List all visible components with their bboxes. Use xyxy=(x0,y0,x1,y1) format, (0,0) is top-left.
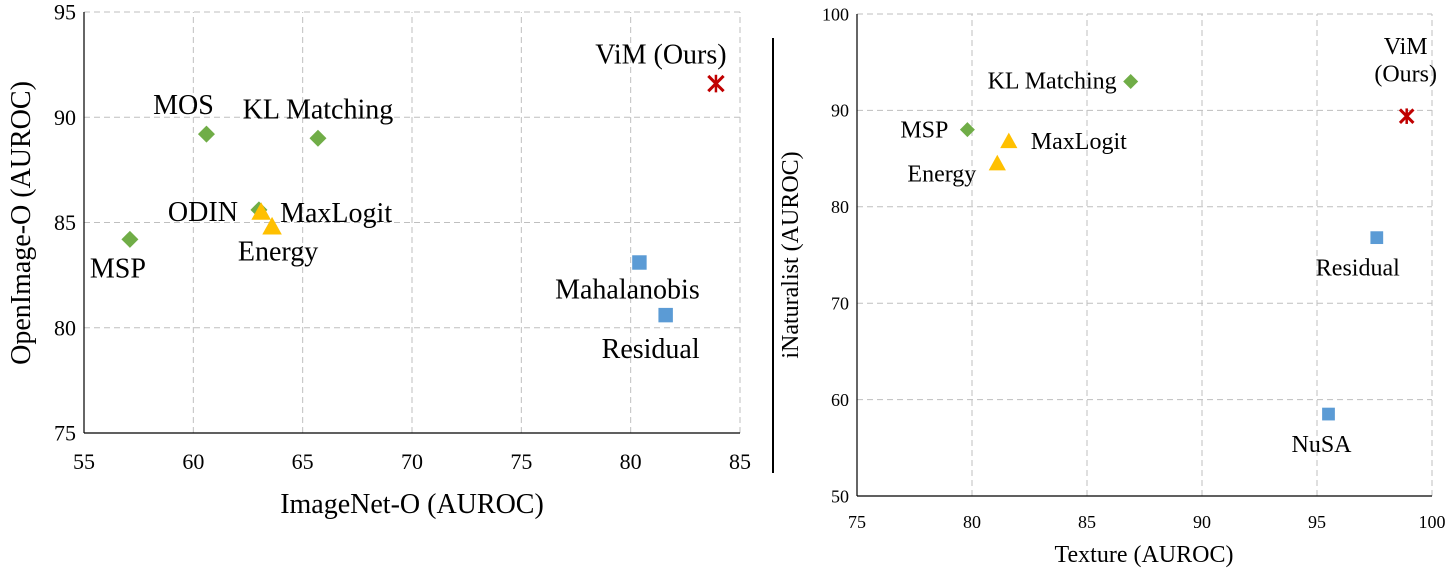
l-label-odin: ODIN xyxy=(168,197,238,228)
r-x-tick-80: 80 xyxy=(963,512,981,532)
l-y-tick-95: 95 xyxy=(54,0,76,25)
left-chart: 75 80 85 90 95 55 60 65 70 75 80 85 MSP MOS KL Match… xyxy=(6,0,751,520)
right-y-tick-labels: 50 60 70 80 90 100 xyxy=(822,4,849,506)
right-point-labels: KL Matching MSP MaxLogit Energy ViM (Ours) Res… xyxy=(900,34,1437,458)
l-y-tick-85: 85 xyxy=(54,210,76,235)
r-x-tick-90: 90 xyxy=(1193,512,1211,532)
r-point-kl-matching xyxy=(1123,73,1139,89)
l-y-tick-90: 90 xyxy=(54,105,76,130)
left-points xyxy=(121,74,725,323)
l-label-kl-matching: KL Matching xyxy=(243,94,394,125)
left-y-axis-title: OpenImage-O (AUROC) xyxy=(6,81,37,365)
l-point-energy xyxy=(262,216,282,235)
l-label-mos: MOS xyxy=(153,90,214,121)
l-label-energy: Energy xyxy=(238,237,318,268)
right-chart: 50 60 70 80 90 100 75 80 85 90 95 100 KL Matching M… xyxy=(778,4,1445,568)
l-point-mos xyxy=(197,125,215,143)
r-label-msp: MSP xyxy=(900,118,948,144)
r-x-tick-100: 100 xyxy=(1419,512,1445,532)
l-label-msp: MSP xyxy=(90,253,146,284)
r-label-energy: Energy xyxy=(907,161,976,187)
r-x-tick-95: 95 xyxy=(1308,512,1326,532)
left-point-labels: MSP MOS KL Matching ODIN MaxLogit Energy Mahal… xyxy=(90,40,727,366)
r-label-kl-matching: KL Matching xyxy=(988,68,1117,94)
l-y-tick-75: 75 xyxy=(54,421,76,446)
left-y-tick-labels: 75 80 85 90 95 xyxy=(54,0,76,446)
l-label-maxlogit: MaxLogit xyxy=(280,198,392,229)
l-y-tick-80: 80 xyxy=(54,315,76,340)
r-point-energy xyxy=(988,154,1006,171)
l-point-msp xyxy=(121,230,139,248)
r-point-msp xyxy=(959,122,975,138)
l-point-vim-ours xyxy=(707,74,725,93)
r-y-tick-80: 80 xyxy=(831,197,849,217)
l-x-tick-60: 60 xyxy=(182,449,204,474)
left-gridlines xyxy=(84,11,741,433)
r-x-tick-85: 85 xyxy=(1078,512,1096,532)
r-y-tick-60: 60 xyxy=(831,390,849,410)
r-point-nusa xyxy=(1322,407,1335,421)
l-label-vim-ours: ViM (Ours) xyxy=(595,40,726,71)
r-point-maxlogit xyxy=(1000,132,1018,149)
r-label-nusa: NuSA xyxy=(1291,432,1352,458)
right-x-axis-title: Texture (AUROC) xyxy=(1055,542,1234,568)
l-label-mahalanobis: Mahalanobis xyxy=(555,274,700,305)
l-x-tick-65: 65 xyxy=(292,449,314,474)
r-label-maxlogit: MaxLogit xyxy=(1031,129,1127,155)
l-x-tick-75: 75 xyxy=(510,449,532,474)
left-x-axis-title: ImageNet-O (AUROC) xyxy=(280,489,544,520)
r-y-tick-100: 100 xyxy=(822,4,849,24)
l-label-residual: Residual xyxy=(602,334,700,365)
l-x-tick-70: 70 xyxy=(401,449,423,474)
l-point-mahalanobis xyxy=(632,255,647,270)
r-point-residual xyxy=(1370,231,1384,245)
l-x-tick-55: 55 xyxy=(73,449,95,474)
l-x-tick-80: 80 xyxy=(620,449,642,474)
r-label-vim-ours: ViM (Ours) xyxy=(1374,34,1437,88)
r-x-tick-75: 75 xyxy=(848,512,866,532)
l-x-tick-85: 85 xyxy=(729,449,751,474)
l-point-maxlogit xyxy=(251,202,271,220)
l-point-residual xyxy=(658,307,673,323)
r-point-vim-ours xyxy=(1398,108,1415,124)
right-gridlines xyxy=(857,13,1433,496)
right-points xyxy=(959,73,1415,421)
r-y-tick-90: 90 xyxy=(831,101,849,121)
r-y-tick-70: 70 xyxy=(831,294,849,314)
r-y-tick-50: 50 xyxy=(831,486,849,506)
right-y-axis-title: iNaturalist (AUROC) xyxy=(778,151,804,358)
r-label-residual: Residual xyxy=(1316,256,1400,282)
right-x-tick-labels: 75 80 85 90 95 100 xyxy=(848,512,1445,532)
l-point-kl-matching xyxy=(309,129,327,147)
left-x-tick-labels: 55 60 65 70 75 80 85 xyxy=(73,449,751,474)
